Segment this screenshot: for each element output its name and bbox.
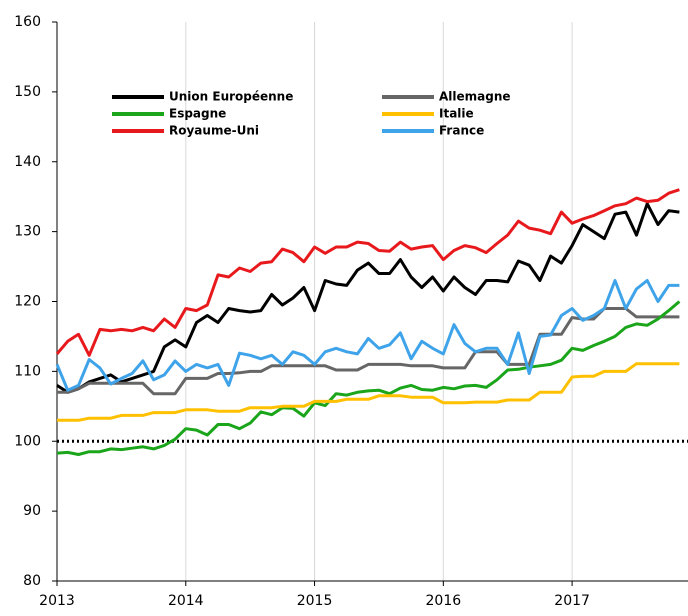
legend-label: Royaume-Uni: [169, 124, 259, 138]
y-tick-label: 80: [23, 573, 41, 589]
y-tick-label: 110: [14, 363, 41, 379]
series-line: [56, 202, 680, 394]
legend-label: France: [439, 124, 484, 138]
legend-label: Italie: [439, 107, 474, 121]
x-tick-label: 2017: [554, 593, 590, 609]
x-tick-label: 2014: [168, 593, 204, 609]
x-tick-label: 2013: [39, 593, 75, 609]
series-line: [57, 307, 680, 396]
y-tick-label: 140: [14, 154, 41, 170]
series-line: [55, 279, 680, 392]
y-tick-label: 150: [14, 84, 41, 100]
x-tick-label: 2016: [426, 593, 462, 609]
series-line: [56, 300, 681, 456]
y-tick-label: 120: [14, 294, 41, 310]
legend-label: Allemagne: [439, 90, 511, 104]
x-tick-label: 2015: [297, 593, 333, 609]
series-line: [57, 362, 680, 422]
y-tick-label: 130: [14, 224, 41, 240]
y-tick-label: 160: [14, 14, 41, 30]
legend-label: Espagne: [169, 107, 226, 121]
series-line: [55, 188, 680, 357]
y-tick-label: 90: [23, 503, 41, 519]
y-tick-label: 100: [14, 433, 41, 449]
legend-label: Union Européenne: [169, 90, 293, 104]
